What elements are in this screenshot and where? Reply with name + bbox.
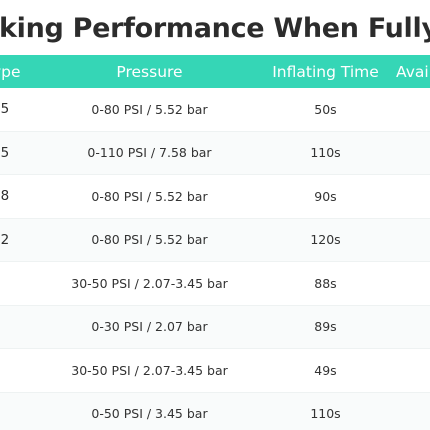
cell-type: 25 <box>0 101 10 118</box>
cell-type: 2 <box>0 275 42 291</box>
cell-inflating-time: 49s <box>314 362 337 378</box>
table-row: 25 0-80 PSI / 5.52 bar 50s <box>0 88 430 132</box>
cell-pressure: 30-50 PSI / 2.07-3.45 bar <box>71 362 228 378</box>
header-available: Availab <box>396 62 430 81</box>
cell-inflating-time: 89s <box>314 319 337 335</box>
cell-inflating-time: 90s <box>314 188 337 204</box>
table-row: 25 0-110 PSI / 7.58 bar 110s <box>0 131 430 175</box>
cell-inflating-time: 88s <box>314 275 337 291</box>
cell-inflating-time: 110s <box>310 406 341 422</box>
cell-type: 28 <box>0 188 10 205</box>
cell-pressure: 30-50 PSI / 2.07-3.45 bar <box>71 275 228 291</box>
cell-type: 32 <box>0 231 10 248</box>
cell-pressure: 0-80 PSI / 5.52 bar <box>91 101 208 117</box>
cell-inflating-time: 110s <box>310 145 341 161</box>
table-row: 32 0-80 PSI / 5.52 bar 120s <box>0 218 430 262</box>
table-row: 2 30-50 PSI / 2.07-3.45 bar 88s <box>0 262 430 306</box>
cell-pressure: 0-80 PSI / 5.52 bar <box>91 188 208 204</box>
table-row: 28 0-80 PSI / 5.52 bar 90s <box>0 175 430 219</box>
header-pressure: Pressure <box>116 62 183 81</box>
table-row: 5 0-50 PSI / 3.45 bar 110s <box>0 392 430 430</box>
cell-type: 25 <box>0 144 10 161</box>
cell-type: 5 <box>0 362 42 378</box>
table-row: 5 30-50 PSI / 2.07-3.45 bar 49s <box>0 349 430 393</box>
table-header: ype Pressure Inflating Time Availab <box>0 55 430 88</box>
table-body: 25 0-80 PSI / 5.52 bar 50s 25 0-110 PSI … <box>0 88 430 430</box>
cell-inflating-time: 120s <box>310 232 341 248</box>
cell-pressure: 0-30 PSI / 2.07 bar <box>91 319 208 335</box>
page-title: rking Performance When Fully Charg <box>0 13 430 44</box>
cell-pressure: 0-80 PSI / 5.52 bar <box>91 232 208 248</box>
performance-table: ype Pressure Inflating Time Availab 25 0… <box>0 55 430 430</box>
cell-type: 2 <box>0 319 42 335</box>
cell-type: 5 <box>0 406 42 422</box>
cell-pressure: 0-110 PSI / 7.58 bar <box>87 145 212 161</box>
cell-pressure: 0-50 PSI / 3.45 bar <box>91 406 208 422</box>
header-type: ype <box>0 62 21 81</box>
header-inflating-time: Inflating Time <box>272 62 379 81</box>
cell-inflating-time: 50s <box>314 101 337 117</box>
table-row: 2 0-30 PSI / 2.07 bar 89s <box>0 305 430 349</box>
